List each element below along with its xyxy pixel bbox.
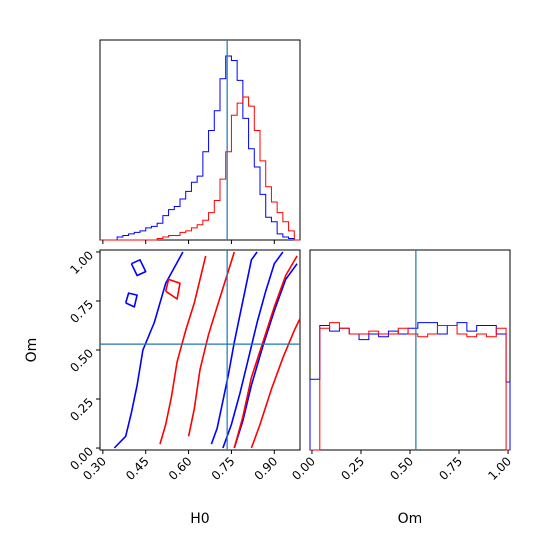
om-x-tick-label-3: 0.75 — [436, 454, 465, 483]
contour-red-1 — [187, 251, 236, 437]
om-histogram-series-red — [310, 322, 510, 451]
om-x-tick-label-2: 0.50 — [387, 454, 416, 483]
h0-om-contours — [113, 251, 301, 449]
contour-blue-5 — [124, 292, 138, 308]
om-histogram-frame — [309, 249, 511, 451]
h0-tick-label-3: 0.75 — [209, 454, 238, 483]
h0-histogram-series-red — [100, 96, 300, 241]
contour-red-3 — [250, 318, 301, 449]
om-y-tick-label-3: 0.75 — [67, 297, 96, 326]
truth-lines — [100, 40, 417, 450]
om-y-tick-label-2: 0.50 — [67, 346, 96, 375]
contour-blue-4 — [130, 259, 147, 277]
om-y-tick-label-4: 1.00 — [67, 248, 96, 277]
h0-histogram-series-blue — [100, 55, 300, 241]
contour-blue-1 — [210, 251, 258, 445]
om-x-tick-label-4: 1.00 — [485, 454, 514, 483]
contour-blue-2 — [222, 251, 284, 449]
axis-ticks: 0.30 0.45 0.60 0.75 0.900.00 0.000.250.250.50… — [67, 240, 514, 483]
h0-tick-label-2: 0.60 — [166, 454, 195, 483]
h0-tick-label-4: 0.90 — [252, 454, 281, 483]
contour-red-4 — [164, 278, 181, 300]
x-axis-label-om: Om — [398, 511, 423, 527]
h0-tick-label-1: 0.45 — [123, 454, 152, 483]
contour-blue-3 — [233, 263, 298, 449]
om-histogram — [309, 322, 511, 451]
om-y-tick-label-1: 0.25 — [67, 395, 96, 424]
y-axis-label-om: Om — [24, 338, 40, 363]
om-x-tick-label-0: 0.00 — [289, 454, 318, 483]
om-x-tick-label-1: 0.25 — [338, 454, 367, 483]
h0-histogram-frame — [99, 39, 301, 241]
x-axis-label-h0: H0 — [190, 511, 209, 527]
contour-red-0 — [159, 255, 207, 445]
h0-histogram — [100, 55, 300, 241]
contour-red-2 — [233, 255, 298, 449]
contour-blue-0 — [113, 251, 184, 449]
om-histogram-series-blue — [309, 322, 511, 450]
